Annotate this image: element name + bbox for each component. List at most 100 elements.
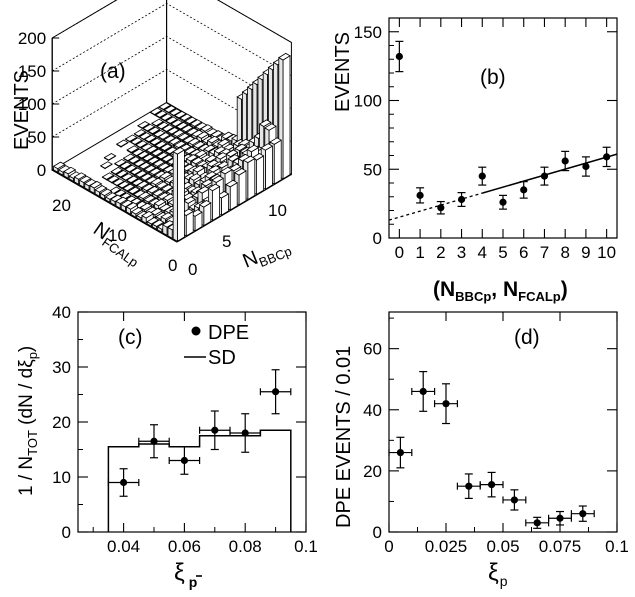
panel-a-bar-top (126, 175, 139, 184)
panel-a-bar-top (192, 165, 206, 173)
panel-a-xlabel: NBBCp (240, 234, 294, 275)
panel-a-bar-top (174, 110, 187, 119)
panel-b-ytick-label-3: 150 (354, 23, 382, 42)
panel-d-ytick-label-1: 20 (363, 462, 382, 481)
panel-b-point-7 (540, 166, 549, 186)
panel-b-ytick-label-1: 50 (363, 160, 382, 179)
panel-a-bar-top (159, 171, 172, 180)
panel-a-bar-top (161, 124, 175, 132)
panel-a-bar-4-20 (103, 153, 117, 162)
panel-a-bar-top (138, 191, 151, 200)
panel-a-bar-top (147, 156, 160, 165)
panel-a-bar-top (158, 102, 172, 110)
panel-a-bar-top (165, 116, 178, 124)
panel-b-label: (b) (480, 66, 506, 89)
panel-a-bar-top (136, 150, 150, 159)
panel-a-bar-front (229, 181, 238, 211)
panel-a-bar-top (234, 168, 247, 176)
panel-a-bar-top (278, 52, 291, 61)
panel-a-bar-front (256, 155, 265, 196)
panel-b-ytick-label-2: 100 (354, 92, 382, 111)
panel-b-point-0 (395, 40, 404, 73)
panel-a-bar-5-17 (128, 156, 141, 165)
panel-a-bar-7-21 (124, 134, 138, 143)
panel-a-bar-top (204, 171, 218, 179)
panel-a-bar-top (168, 108, 182, 116)
panel-d-ytick-label-2: 40 (363, 401, 382, 420)
panel-d-marker-0 (396, 448, 404, 457)
panel-b-point-3 (457, 192, 466, 207)
panel-a-lego-plot: EVENTS (a) 0 50 100 150 200 0 5 10 0 10 20 N… (11, 0, 294, 279)
panel-a-bar-top (258, 119, 272, 127)
panel-a-bar-top (104, 192, 118, 200)
panel-a-bar-top (163, 135, 176, 143)
panel-a-bar-top (126, 145, 140, 153)
panel-a-bar-front (212, 185, 221, 222)
panel-a-bar-top (142, 153, 155, 162)
panel-d-scatter: DPE EVENTS / 0.01 (d) 0 0.025 0.05 0.075 0.1… (333, 311, 629, 589)
panel-b-marker-0 (395, 52, 403, 61)
panel-d-point-8 (570, 505, 595, 522)
panel-a-bar-12-22 (163, 105, 177, 114)
panel-a-bar-10-21 (151, 118, 164, 127)
panel-a-bar-top (130, 207, 144, 215)
panel-a-bar-top (211, 175, 224, 183)
panel-b-xtick-label-8: 8 (560, 243, 569, 262)
panel-a-bar-top (246, 144, 260, 153)
panel-d-xlabel: ξp (488, 559, 508, 589)
panel-a-bar-top (147, 126, 161, 135)
panel-d-marker-8 (579, 510, 587, 518)
panel-d-ytick-label-3: 60 (363, 340, 382, 359)
panel-a-bar-top (141, 210, 154, 219)
panel-a-bar-top (220, 166, 233, 175)
panel-a-bar-side (172, 151, 178, 242)
panel-a-bar-top (208, 165, 221, 173)
panel-a-bar-2-17 (101, 172, 115, 181)
panel-a-bar-top (168, 137, 182, 145)
panel-a-bar-8-16 (159, 143, 173, 153)
panel-a-bar-top (183, 196, 196, 204)
panel-a-bar-12-23 (158, 102, 172, 111)
panel-b-point-6 (519, 181, 528, 199)
panel-a-bar-7-20 (130, 137, 143, 146)
panel-a-ztick-label-3: 150 (18, 62, 46, 81)
panel-a-bar-4-17 (119, 161, 132, 171)
panel-a-bar-top (133, 129, 147, 137)
panel-b-point-1 (416, 187, 425, 204)
panel-a-bar-top (143, 164, 157, 173)
panel-a-bar-top (242, 155, 256, 164)
panel-a-bar-top (188, 173, 202, 181)
panel-a-bar-3-17 (110, 166, 124, 176)
panel-c-marker-2 (180, 456, 188, 465)
panel-a-z-ticks: 0 50 100 150 200 (18, 29, 60, 180)
panel-a-bar-8-18 (149, 137, 162, 147)
panel-a-ztick-label-0: 0 (37, 161, 46, 180)
panel-a-bar-top (190, 156, 204, 165)
panel-c-point-2 (168, 446, 201, 475)
panel-d-xtick-label-3: 0.075 (539, 537, 582, 556)
panel-a-bar-11-22 (154, 110, 168, 119)
panel-c-ytick-label-2: 20 (52, 413, 71, 432)
panel-d-marker-5 (510, 496, 518, 504)
panel-a-bar-top (120, 199, 134, 208)
panel-a-bar-4-18 (114, 158, 127, 168)
panel-a-bar-top (198, 200, 212, 208)
panel-a-nbbc-axis (176, 173, 292, 243)
panel-b-point-2 (436, 200, 445, 215)
panel-a-label: (a) (100, 60, 126, 83)
panel-c-scatter: 1 / NTOT (dN / dξp) (c) DPE SD 0.04 0.06 0… (16, 303, 318, 590)
panel-a-bar-top (210, 130, 224, 138)
panel-b-marker-10 (603, 153, 611, 161)
panel-a-bar-top (148, 167, 162, 176)
panel-b-fit-line (388, 153, 618, 221)
panel-a-bar-top (192, 141, 206, 149)
panel-c-label: (c) (118, 326, 143, 349)
panel-a-bar-12-19 (179, 113, 192, 123)
panel-a-bar-top (114, 158, 127, 167)
panel-a-bar-top (158, 132, 171, 140)
panel-a-bar-top (160, 184, 174, 192)
panel-d-point-1 (411, 370, 436, 412)
panel-a-bar-top (146, 217, 160, 225)
panel-a-bar-top (151, 118, 164, 127)
panel-a-bar-8-20 (138, 132, 152, 141)
